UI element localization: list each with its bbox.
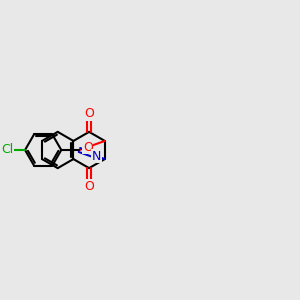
Text: Cl: Cl (1, 143, 13, 157)
Text: O: O (84, 107, 94, 120)
Text: O: O (84, 180, 94, 193)
Text: N: N (92, 150, 101, 163)
Text: O: O (83, 140, 93, 154)
